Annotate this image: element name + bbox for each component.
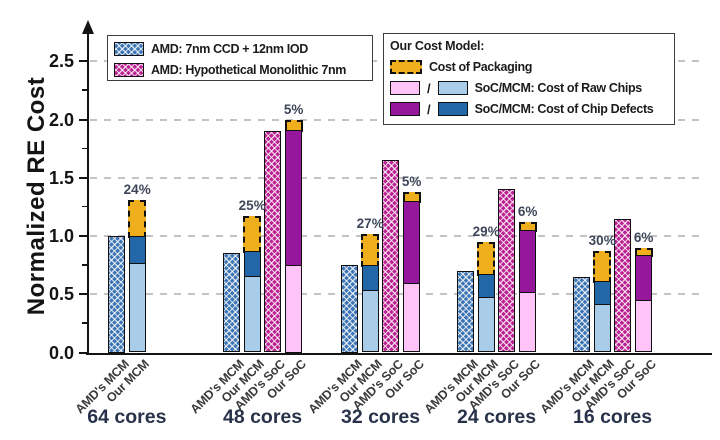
bar-amd-soc bbox=[614, 218, 632, 353]
legend-raw-chips-label: SoC/MCM: Cost of Raw Chips bbox=[474, 81, 643, 95]
y-axis-arrow-icon bbox=[82, 20, 94, 34]
bar-amd-soc bbox=[264, 131, 282, 353]
group-label-48-cores: 48 cores bbox=[222, 406, 303, 428]
bar-amd-mcm bbox=[108, 236, 125, 353]
y-tick-minor bbox=[82, 205, 87, 208]
bar-segment-chip-defects bbox=[243, 251, 261, 277]
y-tick-minor bbox=[82, 89, 87, 91]
packaging-percent-label: 24% bbox=[123, 181, 151, 197]
group-label-64-cores: 64 cores bbox=[87, 406, 167, 428]
legend-chip-defects-label: SoC/MCM: Cost of Chip Defects bbox=[474, 102, 654, 116]
bar-segment-packaging bbox=[593, 251, 612, 284]
bar-segment-packaging bbox=[128, 199, 147, 238]
bar-segment-raw-chips bbox=[285, 265, 303, 353]
group-label-32-cores: 32 cores bbox=[340, 406, 421, 428]
bar-segment-chip-defects bbox=[403, 201, 421, 284]
legend-row-raw-chips: / SoC/MCM: Cost of Raw Chips bbox=[390, 79, 669, 97]
y-tick-major bbox=[79, 351, 87, 354]
blue-crosshatch-swatch-icon bbox=[114, 41, 144, 56]
y-tick-label: 1.0 bbox=[48, 226, 74, 246]
legend-amd-mcm-label: AMD: 7nm CCD + 12nm IOD bbox=[151, 41, 308, 56]
bar-segment-chip-defects bbox=[635, 254, 653, 302]
y-tick-minor bbox=[82, 264, 87, 266]
bar-segment-raw-chips bbox=[519, 291, 537, 353]
packaging-percent-label: 25% bbox=[238, 198, 266, 214]
legend-row-amd-mcm: AMD: 7nm CCD + 12nm IOD bbox=[114, 39, 367, 58]
legend-cost-model: Our Cost Model: Cost of Packaging / SoC/… bbox=[383, 33, 675, 125]
bar-segment-chip-defects bbox=[361, 265, 379, 291]
purple-swatch-icon bbox=[390, 102, 420, 116]
packaging-percent-label: 30% bbox=[588, 233, 616, 249]
bar-amd-mcm bbox=[457, 270, 474, 353]
legend-amd-monolithic-label: AMD: Hypothetical Monolithic 7nm bbox=[151, 62, 347, 77]
y-tick-label: 2.0 bbox=[48, 109, 74, 130]
y-tick-minor bbox=[82, 322, 87, 324]
legend-row-packaging: Cost of Packaging bbox=[390, 58, 669, 76]
y-tick-label: 2.5 bbox=[48, 51, 74, 72]
y-axis bbox=[87, 30, 89, 355]
packaging-percent-label: 5% bbox=[401, 173, 422, 189]
bar-segment-raw-chips bbox=[593, 303, 611, 353]
y-tick-major bbox=[79, 235, 87, 237]
bar-amd-soc bbox=[498, 189, 516, 353]
gold-dashed-swatch-icon bbox=[390, 60, 422, 74]
magenta-crosshatch-swatch-icon bbox=[114, 62, 144, 77]
y-tick-major bbox=[79, 118, 87, 121]
y-tick-label: 1.5 bbox=[48, 167, 74, 188]
y-tick-minor bbox=[82, 147, 87, 150]
bar-segment-raw-chips bbox=[361, 289, 379, 353]
legend-row-chip-defects: / SoC/MCM: Cost of Chip Defects bbox=[390, 100, 669, 118]
packaging-percent-label: 27% bbox=[356, 215, 384, 231]
bar-segment-chip-defects bbox=[128, 236, 146, 264]
group-label-24-cores: 24 cores bbox=[456, 406, 537, 428]
bar-segment-raw-chips bbox=[477, 296, 495, 353]
bar-amd-mcm bbox=[223, 253, 240, 353]
bar-segment-chip-defects bbox=[519, 230, 537, 293]
y-tick-label: 0.5 bbox=[48, 284, 74, 305]
swatch-separator: / bbox=[427, 80, 431, 96]
bar-amd-mcm bbox=[341, 265, 358, 353]
light-blue-swatch-icon bbox=[437, 81, 468, 95]
bar-amd-soc bbox=[382, 160, 400, 353]
bar-segment-chip-defects bbox=[285, 129, 303, 267]
dark-blue-swatch-icon bbox=[437, 102, 468, 116]
y-tick-label: 0.0 bbox=[48, 342, 74, 363]
bar-segment-chip-defects bbox=[593, 281, 611, 305]
y-tick-major bbox=[79, 60, 87, 63]
packaging-percent-label: 29% bbox=[472, 223, 500, 239]
swatch-separator: / bbox=[427, 101, 431, 117]
group-label-16-cores: 16 cores bbox=[572, 406, 653, 428]
packaging-percent-label: 6% bbox=[633, 229, 654, 245]
bar-segment-raw-chips bbox=[128, 262, 146, 353]
legend-cost-model-title: Our Cost Model: bbox=[390, 39, 485, 53]
bar-segment-packaging bbox=[361, 233, 380, 268]
legend-row-amd-monolithic: AMD: Hypothetical Monolithic 7nm bbox=[114, 60, 367, 79]
pink-swatch-icon bbox=[390, 81, 420, 95]
bar-segment-raw-chips bbox=[243, 275, 261, 353]
bar-segment-raw-chips bbox=[403, 282, 421, 353]
bar-segment-packaging bbox=[477, 241, 496, 277]
y-tick-major bbox=[79, 176, 87, 179]
packaging-percent-label: 5% bbox=[283, 101, 304, 117]
bar-amd-mcm bbox=[573, 276, 590, 353]
legend-amd-baselines: AMD: 7nm CCD + 12nm IOD AMD: Hypothetica… bbox=[107, 35, 373, 81]
bar-segment-packaging bbox=[243, 216, 262, 254]
y-tick-major bbox=[79, 293, 87, 296]
bar-segment-chip-defects bbox=[477, 274, 495, 298]
x-axis bbox=[86, 352, 712, 355]
legend-packaging-label: Cost of Packaging bbox=[429, 60, 533, 74]
bar-segment-raw-chips bbox=[635, 300, 653, 353]
packaging-percent-label: 6% bbox=[517, 204, 538, 220]
